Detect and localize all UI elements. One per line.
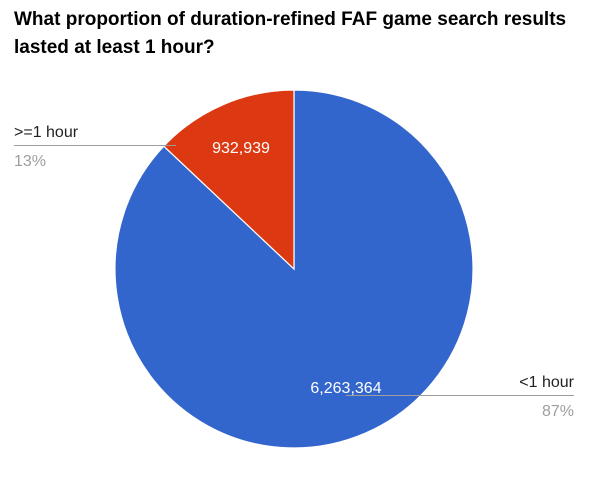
slice-value-label: 6,263,364: [310, 380, 381, 397]
pie-slice-1-hour: [162, 89, 295, 271]
callout-category-label: >=1 hour: [14, 124, 79, 141]
callout-percent-label: 87%: [542, 403, 574, 420]
slice-value-label: 932,939: [212, 140, 270, 157]
callout-category-label: <1 hour: [519, 374, 574, 391]
pie-callouts: 6,263,364 932,939 <1 hour 87% >=1 hour 13%: [14, 124, 575, 420]
callout-percent-label: 13%: [14, 153, 46, 170]
pie-slice-1-hour: [114, 89, 474, 449]
chart-title: What proportion of duration-refined FAF …: [14, 9, 567, 58]
pie-slices: [114, 89, 474, 449]
